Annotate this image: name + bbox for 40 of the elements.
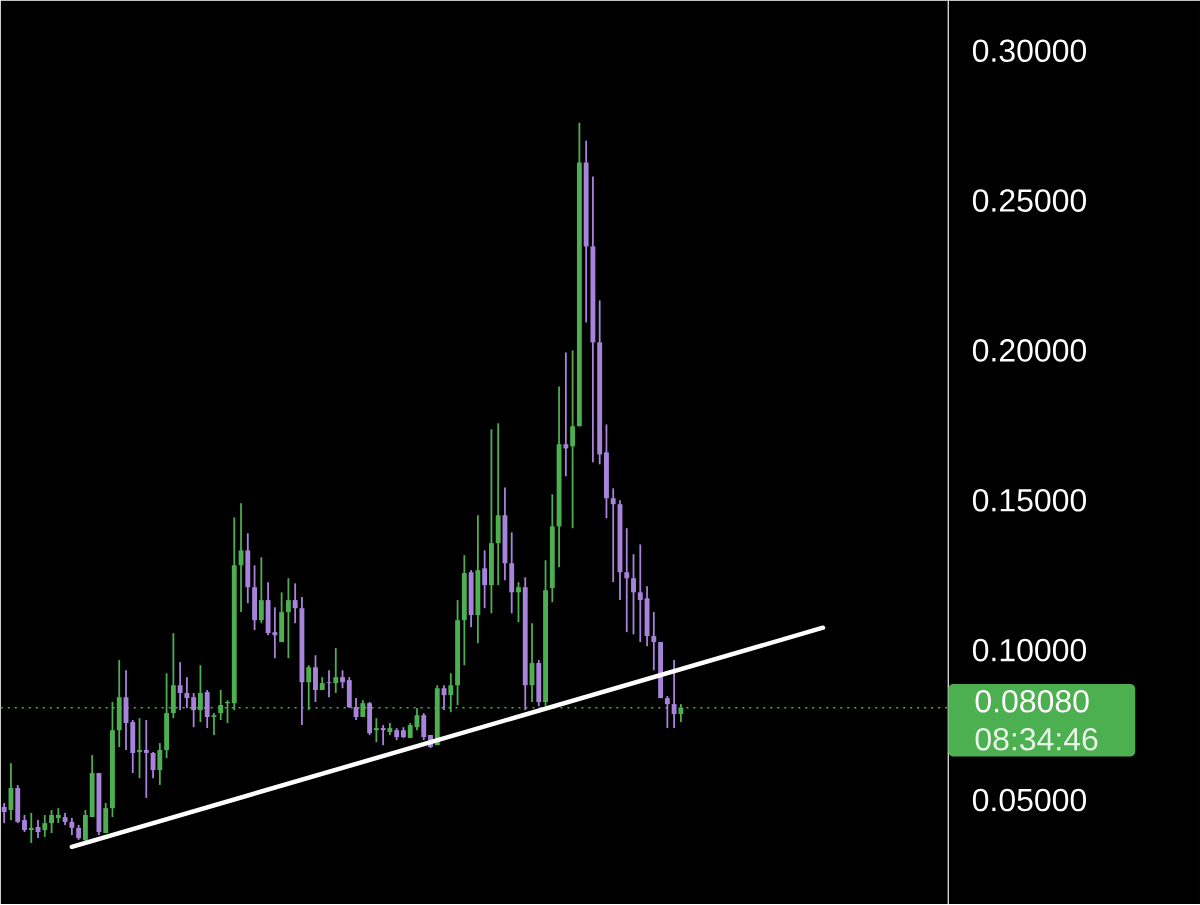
candlestick: [651, 611, 657, 672]
y-tick-label: 0.30000: [972, 39, 1086, 63]
candlestick: [1, 802, 7, 825]
candlestick: [191, 692, 197, 729]
candlestick: [373, 717, 379, 744]
y-tick-label: 0.15000: [972, 489, 1086, 512]
candlestick: [285, 577, 291, 660]
candlestick: [28, 812, 34, 844]
candlestick: [631, 553, 636, 636]
candlestick: [563, 351, 569, 478]
candlestick: [516, 581, 521, 624]
candlestick: [177, 661, 183, 712]
candlestick: [353, 697, 359, 722]
candlestick: [258, 556, 264, 625]
candlestick: [49, 809, 54, 835]
y-tick-label: 0.10000: [972, 639, 1086, 662]
candlestick: [610, 487, 616, 584]
y-tick-label: 0.20000: [972, 339, 1086, 362]
y-tick-label: 0.25000: [972, 189, 1086, 213]
candlestick: [313, 654, 318, 704]
candlestick: [143, 719, 149, 799]
candlestick: [570, 349, 576, 530]
candlestick: [671, 659, 677, 730]
candlestick: [184, 676, 190, 710]
candlestick: [664, 695, 670, 730]
candlestick: [292, 582, 298, 625]
candlestick: [137, 717, 142, 780]
candlestick: [326, 669, 332, 699]
candlestick: [380, 724, 386, 747]
candlestick: [624, 527, 630, 634]
candlestick: [333, 647, 339, 695]
y-tick-label: 0.05000: [972, 788, 1086, 812]
candlestick: [421, 712, 427, 742]
candlestick: [157, 742, 163, 787]
text: 08:34:46: [975, 728, 1098, 751]
candlestick: [482, 549, 488, 610]
candlestick: [637, 543, 643, 644]
candlestick: [42, 814, 48, 838]
ref-line-label: 0.08080: [975, 690, 1089, 713]
candlestick: [218, 689, 224, 722]
